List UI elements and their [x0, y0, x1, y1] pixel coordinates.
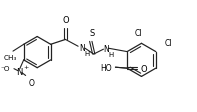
Text: O: O — [62, 16, 69, 25]
Text: HO: HO — [100, 63, 112, 72]
Text: CH₃: CH₃ — [3, 55, 17, 60]
Text: N: N — [17, 67, 23, 76]
Text: N: N — [79, 43, 85, 52]
Text: Cl: Cl — [164, 38, 172, 47]
Text: +: + — [23, 64, 28, 69]
Text: ⁻O: ⁻O — [1, 65, 10, 71]
Text: O: O — [29, 79, 34, 88]
Text: N: N — [103, 44, 109, 53]
Text: H: H — [85, 50, 90, 56]
Text: O: O — [141, 64, 147, 73]
Text: Cl: Cl — [135, 29, 142, 38]
Text: H: H — [109, 51, 114, 57]
Text: S: S — [89, 29, 94, 38]
